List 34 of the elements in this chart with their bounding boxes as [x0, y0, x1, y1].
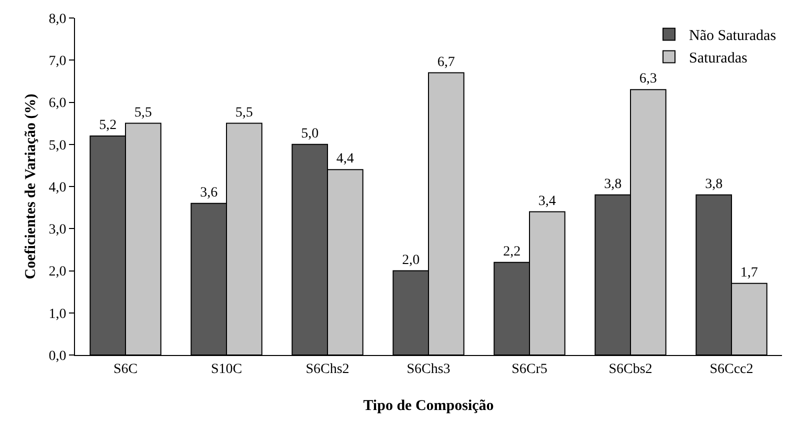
- data-label: 3,8: [604, 176, 622, 192]
- data-label: 6,7: [437, 54, 455, 70]
- x-tick-label: S6Cr5: [512, 362, 548, 377]
- y-tick-label: 8,0: [48, 12, 66, 27]
- data-label: 5,5: [235, 105, 253, 120]
- data-label: 3,6: [200, 185, 218, 200]
- x-tick-label: S6Chs3: [406, 362, 450, 377]
- x-tick-label: S10C: [210, 362, 242, 377]
- x-tick-label: S6Ccc2: [710, 362, 754, 377]
- y-tick-label: 2,0: [48, 264, 66, 280]
- legend-label: Não Saturadas: [689, 28, 776, 44]
- data-label: 4,4: [336, 152, 354, 167]
- data-label: 5,0: [301, 126, 319, 142]
- data-label: 5,2: [99, 118, 117, 133]
- x-tick-label: S6Chs2: [306, 362, 350, 377]
- x-tick-label: S6C: [113, 362, 138, 377]
- data-label: 5,5: [134, 105, 152, 120]
- y-tick-label: 5,0: [48, 138, 66, 154]
- y-tick-label: 7,0: [48, 54, 66, 70]
- y-tick-label: 1,0: [48, 306, 66, 322]
- x-axis-title: Tipo de Composição: [363, 398, 494, 414]
- y-axis-title: Coeficientes de Variação (%): [23, 94, 39, 280]
- y-tick-label: 6,0: [48, 96, 66, 112]
- y-tick-label: 0,0: [48, 348, 66, 364]
- data-label: 2,2: [503, 244, 521, 260]
- data-label: 3,4: [538, 194, 556, 209]
- y-tick-label: 4,0: [48, 180, 66, 196]
- x-tick-label: S6Cbs2: [608, 362, 652, 377]
- data-label: 3,8: [705, 176, 723, 192]
- data-label: 1,7: [740, 265, 758, 280]
- legend-label: Saturadas: [689, 50, 748, 67]
- y-tick-label: 3,0: [48, 222, 66, 238]
- data-label: 6,3: [639, 72, 657, 87]
- data-label: 2,0: [402, 252, 420, 268]
